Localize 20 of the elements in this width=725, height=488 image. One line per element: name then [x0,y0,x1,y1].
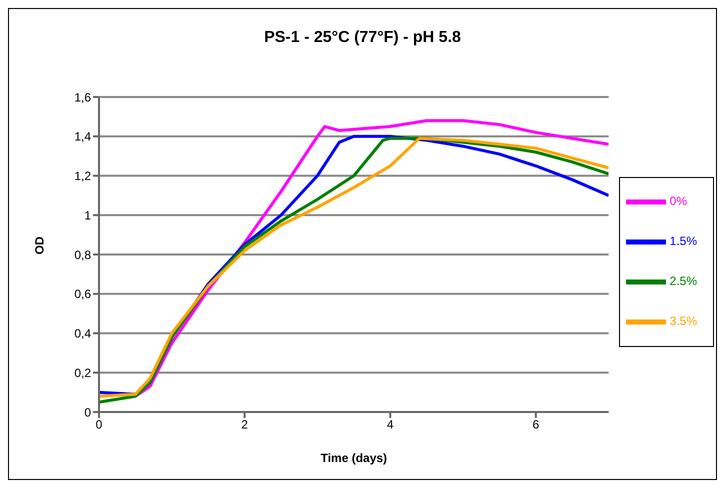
x-tick-label: 4 [386,418,394,432]
y-tick-label: 0,6 [74,287,92,302]
legend-label: 2.5% [670,274,697,288]
y-tick-label: 0,4 [74,326,92,341]
y-tick-label: 1,4 [74,130,92,144]
y-tick-label: 0,8 [74,248,92,262]
legend-label: 3.5% [670,314,697,328]
chart-title: PS-1 - 25°C (77°F) - pH 5.8 [263,29,462,47]
x-tick-label: 0 [96,418,103,432]
legend-label: 1.5% [670,234,697,248]
x-tick-label: 6 [532,418,540,432]
y-tick-label: 1,2 [74,169,92,184]
y-tick-label: 1,6 [74,90,92,104]
x-axis-title: Time (days) [320,451,388,465]
y-tick-label: 1 [84,208,92,222]
y-tick-label: 0,2 [74,366,92,380]
y-tick-label: 0 [84,405,92,420]
y-axis-title: OD [32,236,46,254]
x-tick-label: 2 [241,418,248,432]
legend-label: 0% [670,194,687,208]
